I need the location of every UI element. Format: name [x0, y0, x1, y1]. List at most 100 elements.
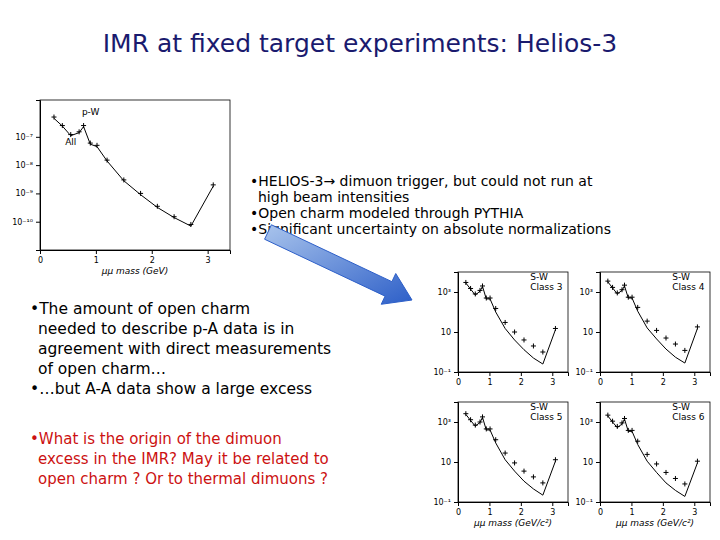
tick-label: 2 — [150, 256, 155, 265]
data-point — [503, 451, 508, 456]
annotation: S-W — [530, 272, 548, 282]
tick: 2 — [150, 250, 155, 265]
tick-mark — [454, 332, 458, 333]
plot: 012310³1010⁻¹S-WClass 3 — [433, 272, 568, 387]
tick: 3 — [206, 250, 211, 265]
tick-mark — [489, 372, 490, 376]
bullet-line: •The amount of open charm — [30, 300, 250, 318]
data-point — [540, 480, 545, 485]
tick-mark — [596, 422, 600, 423]
axis-line — [41, 251, 231, 255]
tick: 1 — [94, 250, 99, 265]
data-point — [522, 337, 527, 342]
tick-mark — [489, 502, 490, 506]
tick: 2 — [661, 372, 666, 387]
tick: 0 — [456, 502, 461, 517]
tick-mark — [596, 372, 600, 373]
annotation: All — [65, 137, 76, 147]
tick: 10³ — [438, 418, 458, 427]
tick: 10⁻¹⁰ — [12, 218, 40, 227]
tick-mark — [454, 462, 458, 463]
axis-line — [454, 273, 459, 373]
tick: 10⁻⁷ — [15, 133, 40, 142]
plot: 012310³1010⁻¹S-WClass 4 — [575, 272, 710, 387]
tick-label: 2 — [661, 378, 666, 387]
x-axis: 0123 — [38, 250, 231, 265]
tick-mark — [521, 502, 522, 506]
plot-frame — [458, 272, 568, 372]
tick-label: 10 — [583, 328, 593, 337]
tick-label: 0 — [456, 508, 461, 517]
bullet-list: •HELIOS-3→ dimuon trigger, but could not… — [250, 173, 611, 237]
x-axis: 0123 — [456, 502, 569, 517]
tick-mark — [663, 372, 664, 376]
axis-line — [596, 403, 601, 503]
x-axis-title: μμ mass (GeV) — [101, 266, 169, 276]
tick-label: 10⁻¹ — [575, 368, 593, 377]
tick: 10 — [583, 458, 600, 467]
tick-mark — [596, 502, 600, 503]
data-point — [522, 469, 527, 474]
tick-label: 3 — [692, 378, 697, 387]
bullet-line: of open charm… — [38, 360, 166, 378]
tick-label: 2 — [661, 508, 666, 517]
data-point — [512, 460, 517, 465]
tick-label: 10⁻¹ — [433, 498, 451, 507]
tick-mark — [454, 502, 458, 503]
tick-mark — [152, 250, 153, 254]
data-layer — [463, 411, 558, 495]
plot-frame — [600, 402, 710, 502]
tick: 10⁻¹ — [433, 368, 458, 377]
data-point — [512, 330, 517, 335]
tick-mark — [96, 250, 97, 254]
tick: 1 — [629, 372, 634, 387]
data-point — [605, 279, 610, 284]
plot: 012310⁻⁷10⁻⁸10⁻⁹10⁻¹⁰μμ mass (GeV)p-WAll — [12, 100, 230, 276]
tick-mark — [208, 250, 209, 254]
tick: 0 — [598, 372, 603, 387]
x-axis-title: μμ mass (GeV/c²) — [615, 518, 694, 528]
tick: 3 — [692, 372, 697, 387]
tick-label: 0 — [598, 378, 603, 387]
tick-mark — [36, 222, 40, 223]
model-line — [608, 416, 698, 496]
model-line — [608, 282, 698, 363]
tick-label: 0 — [456, 378, 461, 387]
tick-mark — [596, 332, 600, 333]
annotation: S-W — [672, 402, 690, 412]
tick-mark — [631, 502, 632, 506]
bullet-line: •Open charm modeled through PYTHIA — [250, 205, 524, 221]
arrow — [265, 225, 412, 305]
annotation: S-W — [672, 272, 690, 282]
tick-label: 10³ — [580, 288, 593, 297]
data-point — [664, 336, 669, 341]
tick-mark — [454, 292, 458, 293]
tick-label: 10 — [441, 458, 451, 467]
model-line — [466, 414, 556, 495]
tick-mark — [552, 372, 553, 376]
tick: 10⁻⁹ — [15, 189, 40, 198]
bullet-line: excess in the IMR? May it be related to — [38, 450, 329, 468]
tick-label: 3 — [206, 256, 211, 265]
axis-line — [459, 373, 569, 377]
axis-line — [36, 101, 41, 251]
tick: 10⁻¹ — [433, 498, 458, 507]
tick: 1 — [487, 372, 492, 387]
tick: 1 — [629, 502, 634, 517]
plot: 012310³1010⁻¹μμ mass (GeV/c²)S-WClass 6 — [575, 402, 710, 528]
axis-line — [601, 503, 711, 507]
data-point — [673, 476, 678, 481]
tick-mark — [552, 502, 553, 506]
tick-label: 10³ — [438, 418, 451, 427]
bullet-line: •…but A-A data show a large excess — [30, 380, 312, 398]
tick: 0 — [456, 372, 461, 387]
tick-label: 10⁻¹⁰ — [12, 218, 33, 227]
data-point — [673, 342, 678, 347]
y-axis: 10⁻⁷10⁻⁸10⁻⁹10⁻¹⁰ — [12, 101, 40, 251]
annotation: p-W — [82, 107, 100, 117]
tick-label: 2 — [519, 508, 524, 517]
data-point — [540, 350, 545, 355]
data-layer — [51, 115, 215, 227]
tick-mark — [454, 372, 458, 373]
annotation: Class 3 — [530, 282, 562, 292]
